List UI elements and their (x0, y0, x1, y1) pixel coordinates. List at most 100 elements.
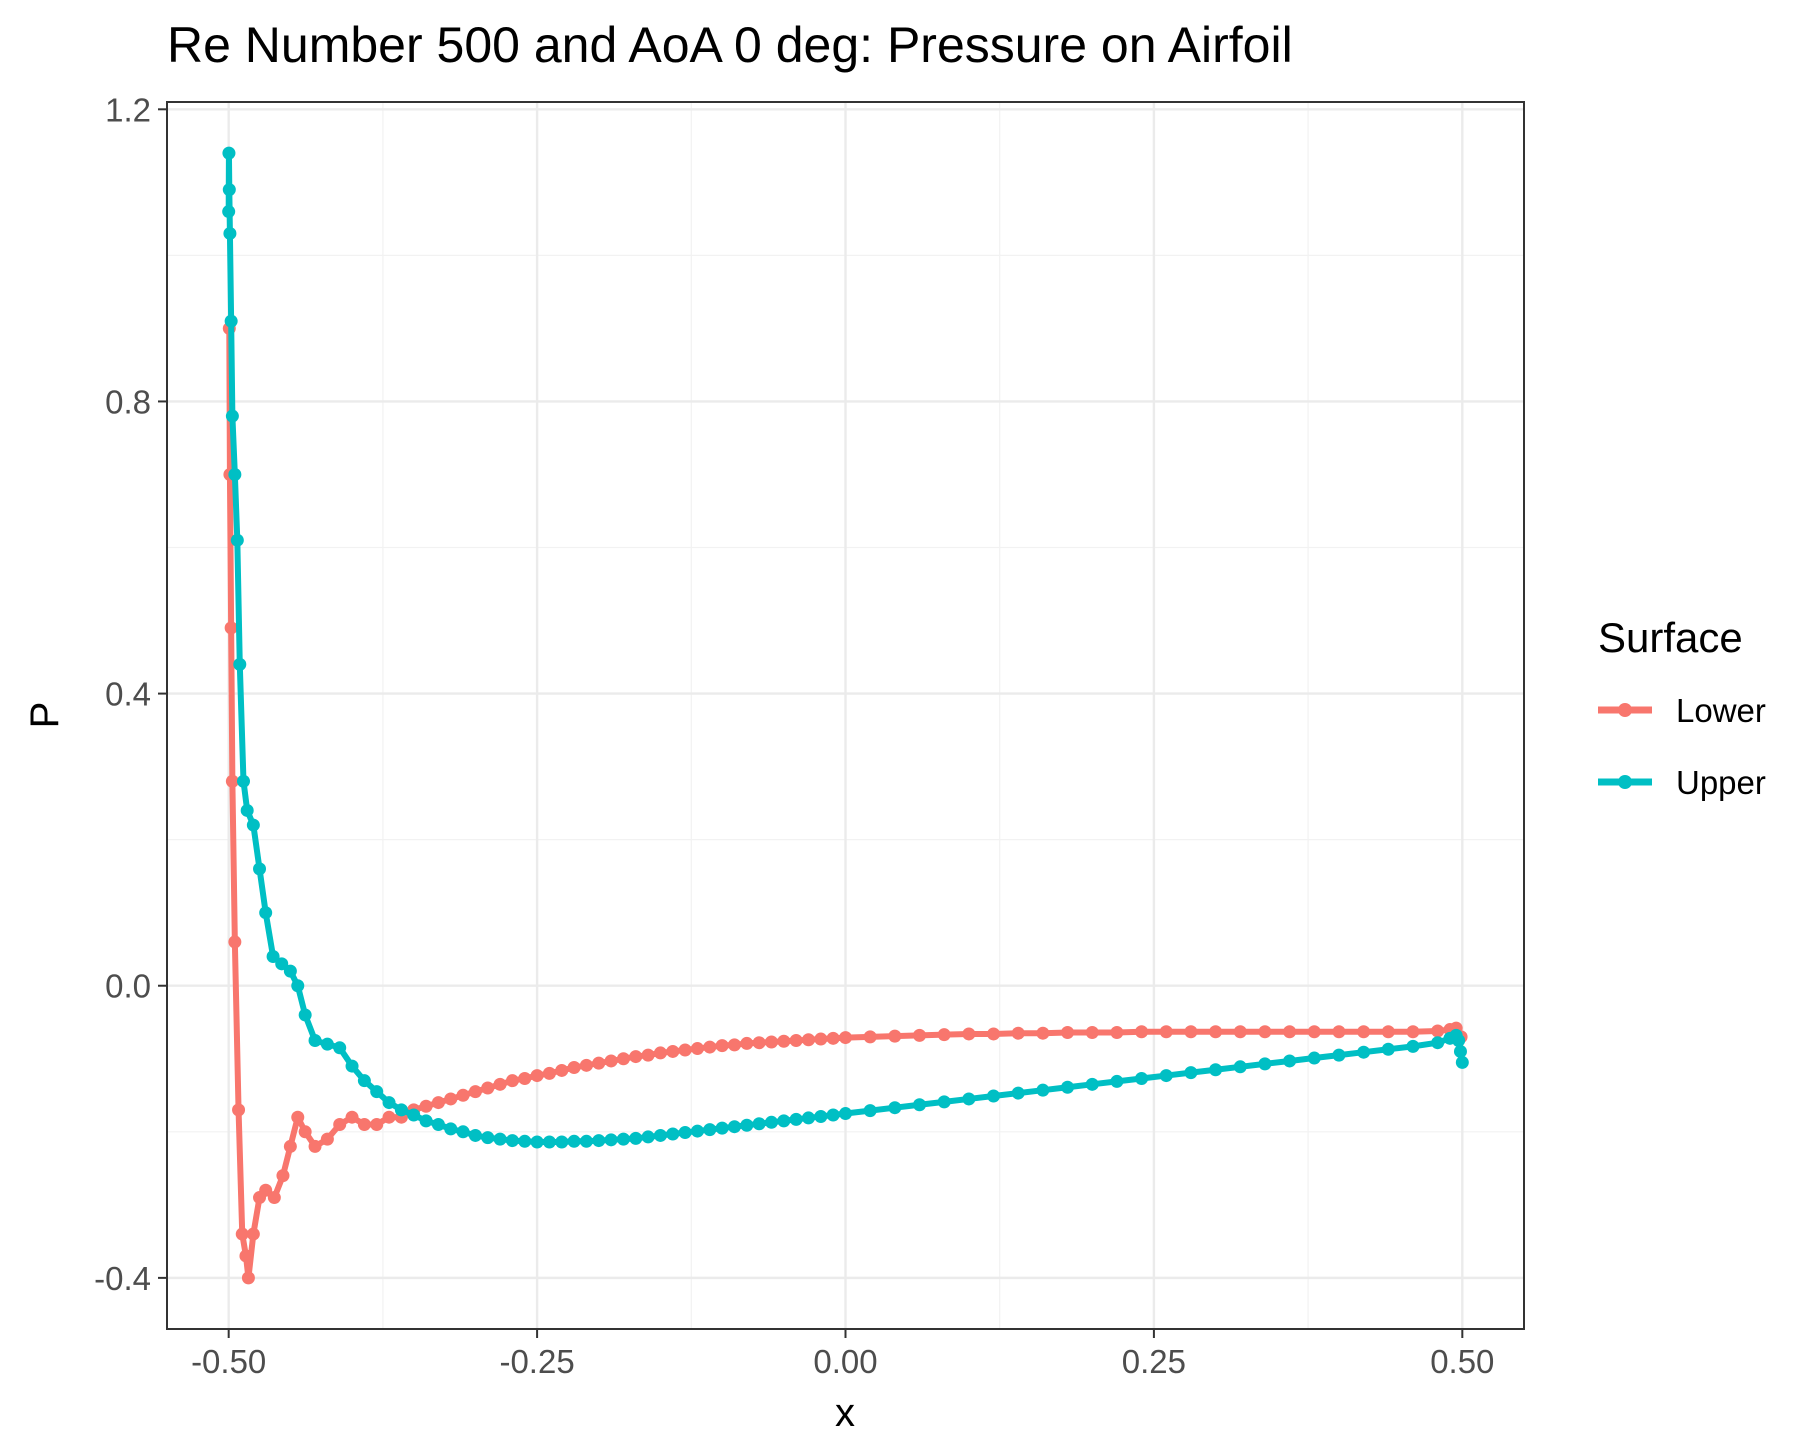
legend-key-point (1618, 703, 1632, 717)
data-point (579, 1058, 593, 1072)
data-point (228, 935, 242, 949)
data-point (431, 1096, 445, 1110)
x-axis-label: x (835, 1391, 855, 1435)
data-point (308, 1034, 322, 1048)
x-tick-label: 0.00 (813, 1343, 877, 1380)
data-point (604, 1133, 618, 1147)
data-point (333, 1041, 347, 1055)
data-point (259, 1183, 273, 1197)
data-point (764, 1035, 778, 1049)
data-point (1184, 1025, 1198, 1039)
data-point (222, 205, 236, 219)
data-point (1085, 1025, 1099, 1039)
data-point (616, 1132, 630, 1146)
data-point (839, 1031, 852, 1045)
data-point (690, 1124, 704, 1138)
y-tick-label: 1.2 (105, 91, 151, 128)
data-point (629, 1131, 643, 1145)
data-point (592, 1134, 606, 1148)
y-tick-label: 0.0 (105, 968, 151, 1005)
data-point (1085, 1077, 1099, 1091)
data-point (962, 1027, 976, 1041)
data-point (1110, 1025, 1124, 1039)
data-point (567, 1061, 581, 1075)
data-point (715, 1039, 729, 1053)
legend-label: Lower (1676, 692, 1766, 729)
data-point (444, 1122, 458, 1136)
data-point (1381, 1042, 1395, 1056)
data-point (1258, 1057, 1272, 1071)
data-point (493, 1077, 507, 1091)
data-point (407, 1108, 421, 1122)
data-point (727, 1038, 741, 1052)
data-point (357, 1118, 371, 1131)
series-layer (222, 146, 1469, 1285)
data-point (1209, 1063, 1223, 1077)
legend-item-upper: Upper (1598, 764, 1766, 801)
data-point (1110, 1074, 1124, 1088)
x-tick-label: -0.50 (191, 1343, 266, 1380)
data-point (505, 1074, 519, 1088)
data-point (567, 1134, 581, 1148)
data-point (1036, 1026, 1050, 1040)
data-point (1357, 1045, 1371, 1059)
data-point (579, 1134, 593, 1148)
data-point (826, 1031, 840, 1045)
data-point (481, 1131, 495, 1145)
data-point (357, 1074, 371, 1088)
data-point (666, 1127, 680, 1141)
data-point (913, 1098, 927, 1112)
chart-title: Re Number 500 and AoA 0 deg: Pressure on… (167, 17, 1293, 73)
data-point (235, 1227, 249, 1241)
legend-title: Surface (1598, 614, 1743, 661)
data-point (308, 1139, 322, 1153)
data-point (1061, 1080, 1075, 1094)
data-point (641, 1048, 655, 1062)
data-point (1184, 1066, 1198, 1080)
data-point (291, 1110, 305, 1124)
data-point (320, 1037, 334, 1051)
data-point (345, 1059, 359, 1073)
data-point (1036, 1083, 1050, 1097)
legend: Surface Lower Upper (1598, 614, 1766, 801)
data-point (419, 1099, 433, 1113)
data-point (777, 1114, 791, 1128)
data-point (320, 1132, 334, 1146)
data-point (826, 1108, 840, 1122)
data-point (814, 1032, 828, 1046)
data-point (727, 1120, 741, 1134)
data-point (239, 1249, 253, 1263)
data-point (228, 467, 242, 481)
data-point (505, 1134, 519, 1148)
data-point (259, 906, 273, 920)
data-point (456, 1125, 470, 1139)
data-point (493, 1132, 507, 1146)
data-point (1283, 1054, 1297, 1068)
data-point (1332, 1048, 1346, 1062)
data-point (370, 1085, 384, 1099)
data-point (223, 226, 237, 240)
data-point (666, 1044, 680, 1058)
data-point (530, 1135, 544, 1149)
data-point (246, 818, 260, 832)
data-point (1307, 1051, 1321, 1065)
data-point (1159, 1025, 1173, 1039)
data-point (236, 774, 250, 788)
data-point (291, 979, 305, 993)
data-point (241, 1271, 255, 1285)
data-point (276, 1169, 290, 1183)
data-point (863, 1030, 877, 1044)
data-point (1061, 1025, 1075, 1039)
data-point (542, 1066, 556, 1080)
data-point (1159, 1069, 1173, 1083)
data-point (230, 533, 244, 547)
data-point (298, 1008, 312, 1022)
data-point (801, 1033, 815, 1047)
y-tick-label: 0.4 (105, 676, 151, 713)
data-point (370, 1118, 384, 1131)
data-point (1452, 1034, 1466, 1048)
data-point (419, 1114, 433, 1128)
data-point (224, 314, 238, 328)
data-point (740, 1036, 754, 1050)
